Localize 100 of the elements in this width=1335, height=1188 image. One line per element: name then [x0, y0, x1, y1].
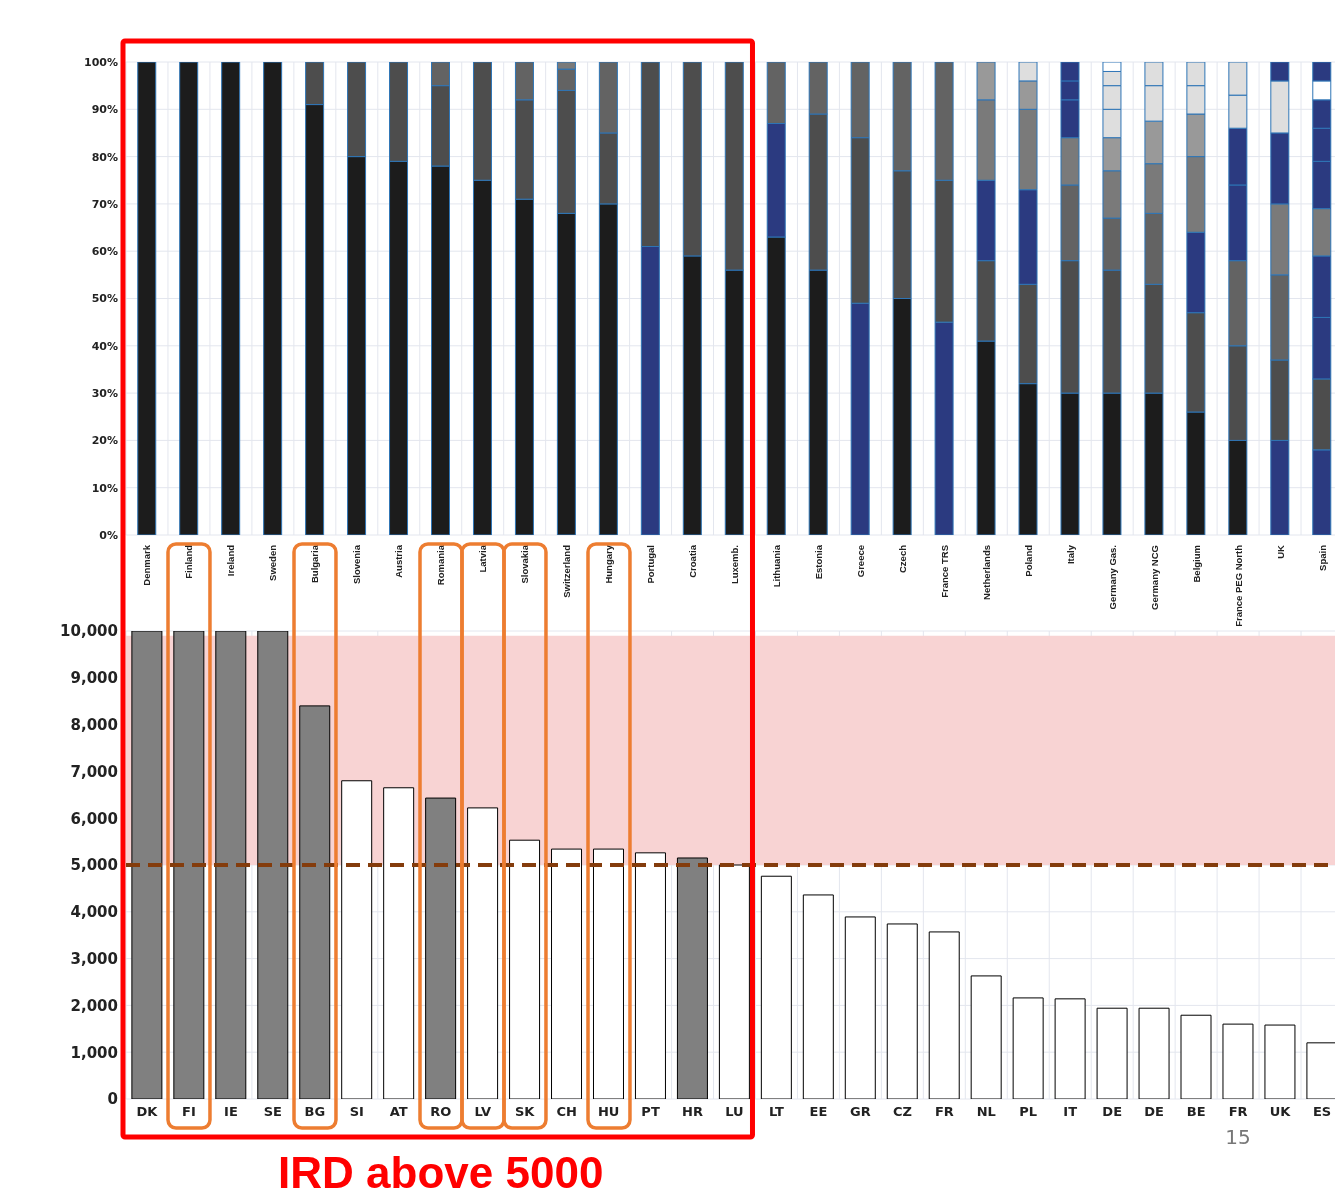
y-tick-label: 10%	[91, 481, 118, 495]
x-tick-label: DK	[136, 1104, 159, 1120]
bar	[263, 62, 283, 535]
x-tick-label: BE	[1186, 1104, 1206, 1120]
bar	[173, 631, 205, 1099]
y-tick-label: 80%	[91, 150, 118, 164]
bar	[383, 787, 415, 1099]
y-tick-label: 0	[107, 1090, 118, 1109]
y-tick-label: 6,000	[70, 809, 118, 828]
y-tick-label: 1,000	[70, 1043, 118, 1062]
y-tick-label: 9,000	[70, 669, 118, 688]
bar	[718, 864, 750, 1099]
x-tick-label: Italy	[1064, 544, 1076, 565]
y-tick-label: 30%	[91, 387, 118, 401]
bar	[634, 852, 666, 1099]
bar	[844, 916, 876, 1099]
x-tick-label: GR	[850, 1104, 871, 1120]
x-tick-label: SK	[514, 1104, 536, 1120]
x-tick-label: Greece	[854, 545, 866, 578]
y-tick-label: 20%	[91, 434, 118, 448]
bar	[1054, 998, 1086, 1099]
x-tick-label: ES	[1312, 1104, 1332, 1120]
x-tick-label: RO	[430, 1104, 452, 1120]
bar	[593, 848, 624, 1099]
x-tick-label: Poland	[1022, 544, 1034, 577]
x-tick-label: CZ	[892, 1104, 912, 1120]
bar	[131, 631, 163, 1099]
x-tick-label: Denmark	[141, 544, 153, 586]
x-tick-label: SE	[263, 1104, 282, 1120]
text: IRD above 5000	[277, 1148, 605, 1188]
y-tick-label: 70%	[91, 197, 118, 211]
bar	[1222, 1023, 1254, 1099]
bar	[137, 62, 157, 535]
bar	[1180, 1014, 1212, 1099]
x-tick-label: Ireland	[225, 544, 237, 577]
bar	[676, 857, 708, 1099]
x-tick-label: Germany NCG	[1148, 545, 1160, 610]
y-tick-label: 60%	[91, 245, 118, 259]
x-tick-label: FR	[1228, 1104, 1248, 1120]
x-tick-label: Croatia	[687, 544, 699, 578]
x-tick-label: LT	[768, 1104, 785, 1120]
bar	[760, 875, 792, 1099]
bar	[179, 62, 199, 535]
bar	[467, 807, 499, 1099]
bar	[928, 931, 960, 1099]
bar	[1138, 1007, 1170, 1099]
x-tick-label: EE	[809, 1104, 828, 1120]
x-tick-label: IT	[1063, 1104, 1078, 1120]
x-tick-label: Bulgaria	[309, 544, 321, 584]
bar	[257, 631, 289, 1099]
x-tick-label: Germany Gas.	[1106, 545, 1118, 610]
bar	[341, 780, 373, 1099]
bar	[802, 894, 834, 1099]
x-tick-label: SI	[349, 1104, 364, 1120]
x-tick-label: IE	[224, 1104, 238, 1120]
x-tick-label: FR	[934, 1104, 954, 1120]
y-tick-label: 2,000	[70, 996, 118, 1015]
x-tick-label: Latvia	[477, 544, 489, 573]
bar	[1096, 1007, 1128, 1099]
y-tick-label: 10,000	[60, 622, 118, 641]
x-tick-label: AT	[389, 1104, 408, 1120]
x-tick-label: Romania	[435, 544, 447, 586]
x-tick-label: HU	[597, 1104, 620, 1120]
x-tick-label: DE	[1144, 1104, 1164, 1120]
x-tick-label: Spain	[1316, 544, 1328, 571]
x-tick-label: LV	[474, 1104, 491, 1120]
bar	[425, 797, 457, 1099]
y-tick-label: 40%	[91, 339, 118, 353]
y-tick-label: 7,000	[70, 762, 118, 781]
x-tick-label: Switzerland	[561, 544, 573, 598]
x-tick-label: Austria	[393, 544, 405, 578]
bar	[551, 848, 583, 1099]
x-tick-label: DE	[1102, 1104, 1123, 1120]
bar	[221, 62, 241, 535]
bar	[886, 923, 918, 1099]
x-tick-label: BG	[304, 1104, 326, 1120]
bar	[215, 631, 247, 1099]
x-tick-label: Hungary	[603, 544, 615, 584]
x-tick-label: France TRS	[938, 545, 950, 598]
x-tick-label: UK	[1274, 544, 1286, 559]
x-tick-label: Belgium	[1190, 545, 1202, 583]
x-tick-label: HR	[682, 1104, 703, 1120]
x-tick-label: PT	[641, 1104, 660, 1120]
y-tick-label: 5,000	[70, 856, 118, 875]
x-tick-label: Slovakia	[519, 544, 531, 584]
bar	[1264, 1024, 1296, 1099]
x-tick-label: PL	[1019, 1104, 1038, 1120]
y-tick-label: 100%	[84, 55, 118, 69]
x-tick-label: LU	[725, 1104, 744, 1120]
y-tick-label: 50%	[91, 292, 118, 306]
bar	[1012, 997, 1044, 1099]
bar	[509, 839, 541, 1099]
y-tick-label: 8,000	[70, 715, 118, 734]
text: 15	[1224, 1125, 1252, 1149]
x-tick-label: Slovenia	[351, 544, 363, 585]
x-tick-label: NL	[976, 1104, 996, 1120]
x-tick-label: UK	[1269, 1104, 1292, 1120]
x-tick-label: Lithuania	[770, 544, 782, 588]
x-tick-label: Netherlands	[980, 545, 992, 600]
y-tick-label: 0%	[99, 528, 118, 542]
